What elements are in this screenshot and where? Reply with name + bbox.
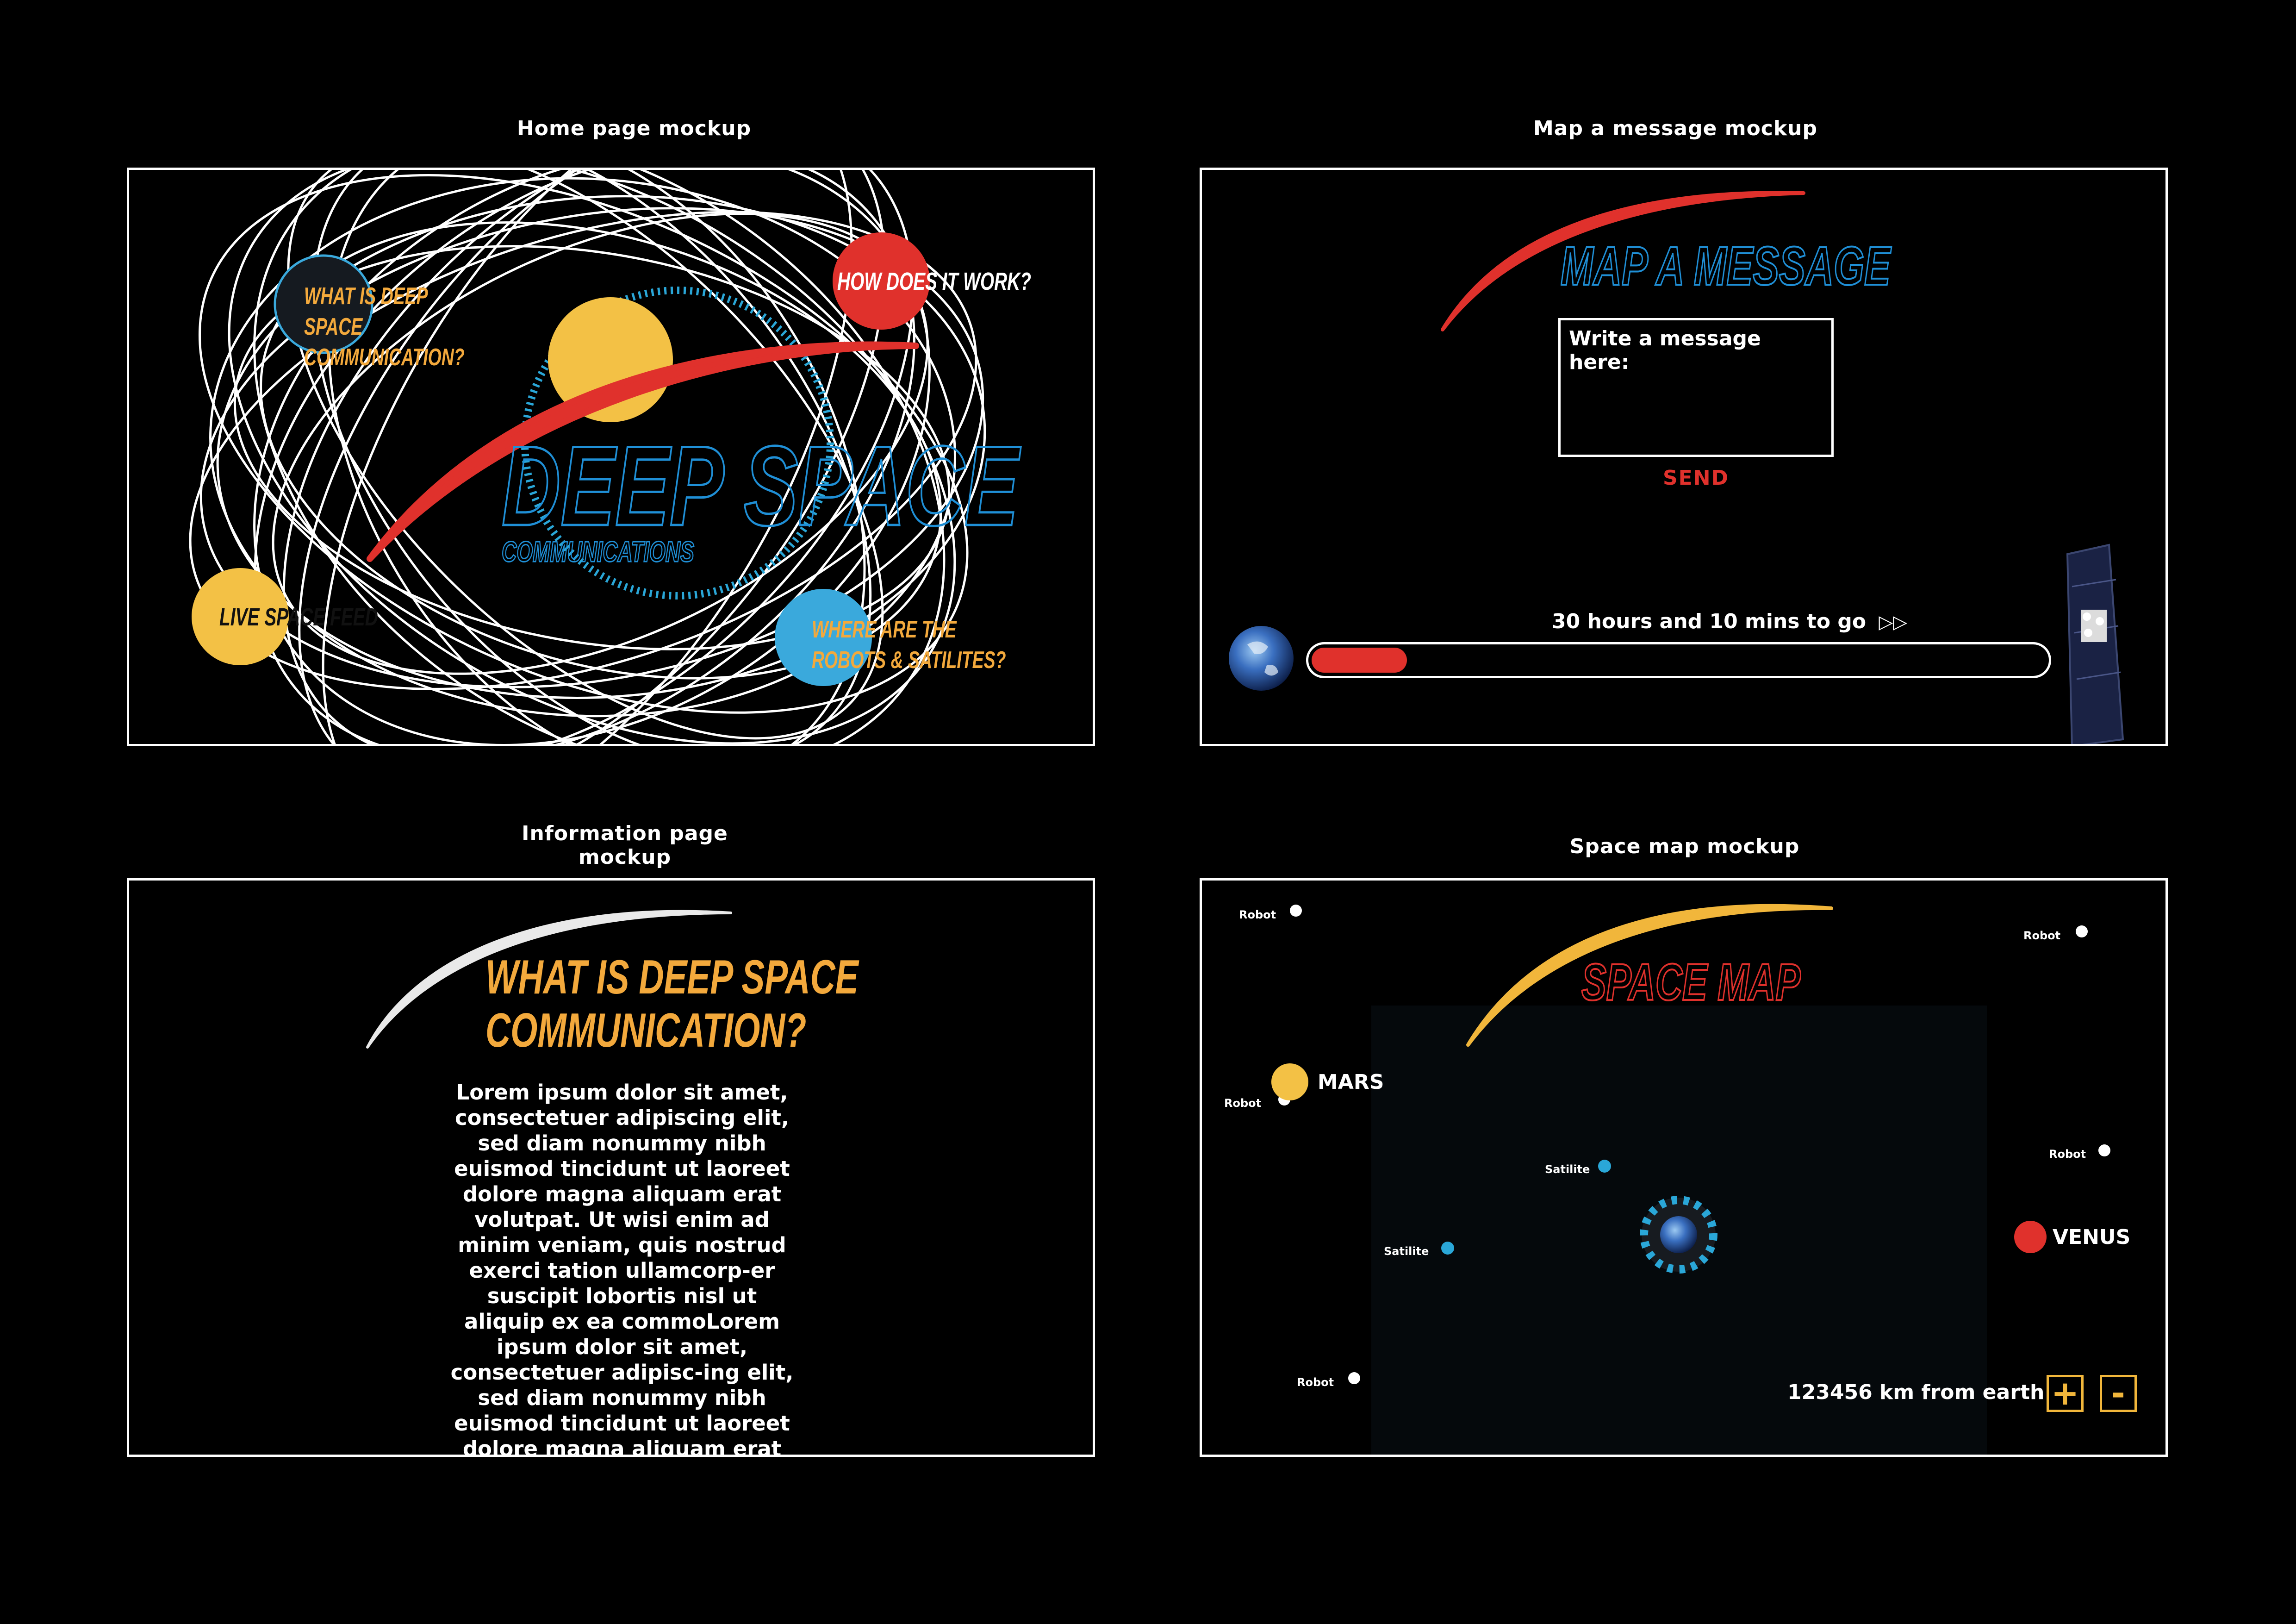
orbit-ellipse [312,170,872,744]
home-subtitle: COMMUNICATIONS [501,536,695,569]
space-map-panel: SPACE MAP Robot Robot Robot Robot Robot … [1200,878,2168,1457]
robot-label-3: Robot [1224,1097,1262,1110]
earth-icon [1229,626,1294,691]
information-panel: WHAT IS DEEP SPACE COMMUNICATION? Lorem … [127,878,1095,1457]
how-circle[interactable] [833,232,930,330]
orbit-ellipse [189,211,977,690]
robot-label-1: Robot [1239,908,1276,921]
caption-information: Information page mockup [522,822,728,869]
earth-icon[interactable] [1660,1216,1697,1253]
nav-robots-label[interactable]: WHERE ARE THE ROBOTS & SATILITES? [812,616,1006,674]
robot-label-2: Robot [2023,929,2061,942]
info-title-line2: COMMUNICATION? [485,1004,807,1057]
orbit-ellipse [198,174,969,714]
space-map-title: SPACE MAP [1581,952,1801,1012]
white-arc [366,910,732,1049]
progress-text: 30 hours and 10 mins to go ▷▷ [1544,610,1915,633]
orbit-ellipse [209,177,956,718]
zoom-in-button[interactable]: + [2047,1375,2084,1412]
space-map-graphics [1466,904,1833,1274]
mars-planet[interactable] [1271,1063,1308,1100]
nav-what-label[interactable]: WHAT IS DEEP SPACE COMMUNICATION? [304,283,465,371]
distance-readout: 123456 km from earth [1787,1380,2045,1404]
nav-feed-label[interactable]: LIVE SPACE FEED [219,603,378,631]
robot-dot-4[interactable] [2098,1144,2110,1156]
mars-label: MARS [1318,1070,1384,1094]
information-graphics [366,910,732,1049]
satellite-dot-1[interactable] [1598,1160,1611,1173]
home-panel: DEEP SPACE COMMUNICATIONS WHAT IS DEEP S… [127,168,1095,746]
map-message-title: MAP A MESSAGE [1560,235,1892,298]
caption-map-message: Map a message mockup [1533,117,1817,140]
satellite-icon [2066,543,2124,744]
red-arc [367,341,919,562]
message-placeholder: Write a message here: [1569,327,1761,374]
orbit-ellipse [254,170,915,744]
fast-forward-icon[interactable]: ▷▷ [1879,612,1907,633]
satellite-label-1: Satilite [1545,1163,1590,1176]
robot-dot-2[interactable] [2076,925,2088,937]
send-button[interactable]: SEND [1662,466,1730,490]
venus-planet[interactable] [2014,1221,2047,1253]
red-arc [1441,191,1805,331]
earth-clouds [1247,641,1278,676]
robot-dot-1[interactable] [1290,905,1302,917]
map-message-graphics [1229,191,2124,744]
what-circle[interactable] [274,254,373,354]
orbit-ellipse [322,170,853,744]
nav-how-label[interactable]: HOW DOES IT WORK? [837,268,1032,295]
robot-label-5: Robot [1297,1376,1334,1389]
caption-home: Home page mockup [516,117,752,140]
progress-text-label: 30 hours and 10 mins to go [1552,610,1867,633]
yellow-arc [1466,904,1833,1047]
home-title: DEEP SPACE [501,422,1020,549]
info-title-line1: WHAT IS DEEP SPACE [485,950,859,1004]
satellite-label-2: Satilite [1384,1245,1429,1258]
zoom-out-button[interactable]: - [2100,1375,2137,1412]
map-message-panel: MAP A MESSAGE Write a message here: SEND… [1200,168,2168,746]
progress-fill [1312,648,1407,673]
orbit-ellipse [328,170,866,744]
venus-label: VENUS [2053,1225,2131,1249]
feed-circle[interactable] [192,568,289,665]
satellite-dot-2[interactable] [1441,1242,1454,1255]
info-body-text: Lorem ipsum dolor sit amet, consectetuer… [450,1080,794,1457]
orbit-ellipse [287,170,884,740]
message-input[interactable]: Write a message here: [1558,318,1834,457]
home-background [189,170,986,744]
orbit-ellipse [233,245,951,650]
robots-circle[interactable] [775,589,872,686]
robot-label-4: Robot [2049,1148,2086,1161]
satellite-ring [1640,1196,1717,1274]
orbit-lines [189,170,986,744]
robot-dot-5[interactable] [1348,1372,1360,1384]
progress-track [1306,642,2051,678]
caption-space-map: Space map mockup [1569,835,1800,858]
